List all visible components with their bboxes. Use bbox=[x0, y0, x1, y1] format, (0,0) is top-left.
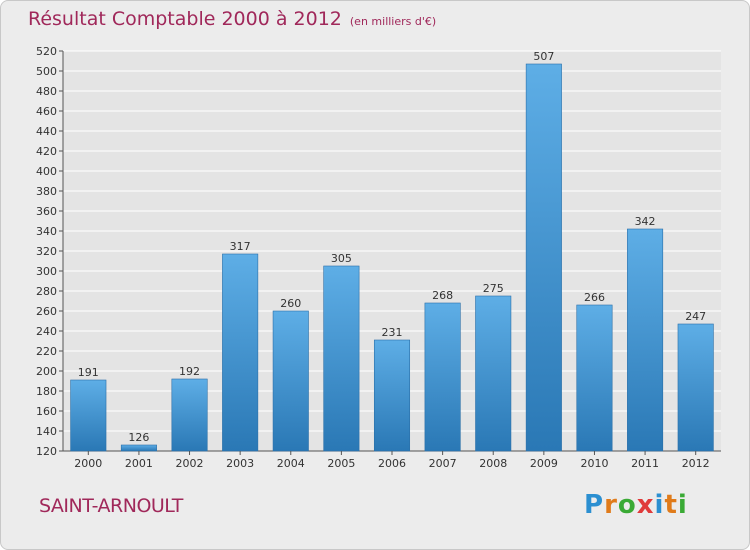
bar-2001 bbox=[120, 444, 157, 452]
y-tick-label: 200 bbox=[36, 365, 57, 378]
bar-2006 bbox=[373, 339, 411, 452]
x-tick-label: 2009 bbox=[530, 457, 558, 470]
x-tick-label: 2005 bbox=[327, 457, 355, 470]
y-tick-label: 480 bbox=[36, 85, 57, 98]
x-tick-label: 2004 bbox=[277, 457, 305, 470]
x-tick-label: 2000 bbox=[74, 457, 102, 470]
logo-letter: x bbox=[636, 490, 655, 520]
data-label-2007: 268 bbox=[432, 289, 453, 302]
y-tick-label: 180 bbox=[36, 385, 57, 398]
y-tick-label: 440 bbox=[36, 125, 57, 138]
y-tick-label: 460 bbox=[36, 105, 57, 118]
y-tick-label: 300 bbox=[36, 265, 57, 278]
x-tick-label: 2007 bbox=[429, 457, 457, 470]
data-label-2010: 266 bbox=[584, 291, 605, 304]
y-tick-label: 240 bbox=[36, 325, 57, 338]
y-tick-label: 360 bbox=[36, 205, 57, 218]
data-label-2005: 305 bbox=[331, 252, 352, 265]
data-label-2006: 231 bbox=[382, 326, 403, 339]
chart-title: Résultat Comptable 2000 à 2012 (en millie… bbox=[28, 8, 436, 30]
data-label-2012: 247 bbox=[685, 310, 706, 323]
bar-2008 bbox=[475, 295, 512, 452]
bar-2009 bbox=[525, 63, 562, 452]
x-tick-label: 2008 bbox=[479, 457, 507, 470]
bar-2010 bbox=[576, 304, 613, 452]
bar-2000 bbox=[70, 379, 107, 452]
bar-2004 bbox=[272, 310, 309, 452]
y-tick-label: 280 bbox=[36, 285, 57, 298]
y-tick-label: 260 bbox=[36, 305, 57, 318]
y-tick-label: 140 bbox=[36, 425, 57, 438]
proxiti-logo: Proxiti bbox=[584, 490, 688, 520]
bar-2002 bbox=[171, 378, 208, 452]
data-label-2001: 126 bbox=[128, 431, 149, 444]
data-label-2002: 192 bbox=[179, 365, 200, 378]
y-tick-label: 520 bbox=[36, 45, 57, 58]
y-tick-label: 340 bbox=[36, 225, 57, 238]
x-tick-label: 2012 bbox=[682, 457, 710, 470]
bar-2012 bbox=[677, 323, 714, 452]
data-label-2008: 275 bbox=[483, 282, 504, 295]
y-tick-label: 160 bbox=[36, 405, 57, 418]
data-label-2004: 260 bbox=[280, 297, 301, 310]
bar-2003 bbox=[222, 253, 259, 452]
logo-letter: i bbox=[654, 490, 665, 520]
x-tick-label: 2002 bbox=[176, 457, 204, 470]
x-tick-label: 2003 bbox=[226, 457, 254, 470]
y-tick-label: 320 bbox=[36, 245, 57, 258]
logo-letter: P bbox=[584, 490, 605, 520]
data-label-2000: 191 bbox=[78, 366, 99, 379]
location-label: SAINT-ARNOULT bbox=[39, 495, 183, 517]
bar-2007 bbox=[424, 302, 461, 452]
bar-2005 bbox=[323, 265, 360, 452]
x-tick-label: 2001 bbox=[125, 457, 153, 470]
y-tick-label: 220 bbox=[36, 345, 57, 358]
y-tick-label: 120 bbox=[36, 445, 57, 458]
logo-letter: t bbox=[664, 490, 678, 520]
logo-letter: r bbox=[604, 490, 618, 520]
y-tick-label: 400 bbox=[36, 165, 57, 178]
y-tick-label: 500 bbox=[36, 65, 57, 78]
bar-2011 bbox=[627, 228, 664, 452]
logo-letter: o bbox=[617, 490, 637, 520]
logo-letter: i bbox=[677, 490, 688, 520]
y-tick-label: 420 bbox=[36, 145, 57, 158]
chart-title-text: Résultat Comptable 2000 à 2012 bbox=[28, 8, 342, 30]
x-tick-label: 2010 bbox=[580, 457, 608, 470]
x-tick-label: 2006 bbox=[378, 457, 406, 470]
y-tick-label: 380 bbox=[36, 185, 57, 198]
data-label-2009: 507 bbox=[533, 50, 554, 63]
chart-subtitle: (en milliers d'€) bbox=[349, 15, 437, 28]
data-label-2003: 317 bbox=[230, 240, 251, 253]
x-tick-label: 2011 bbox=[631, 457, 659, 470]
data-label-2011: 342 bbox=[635, 215, 656, 228]
